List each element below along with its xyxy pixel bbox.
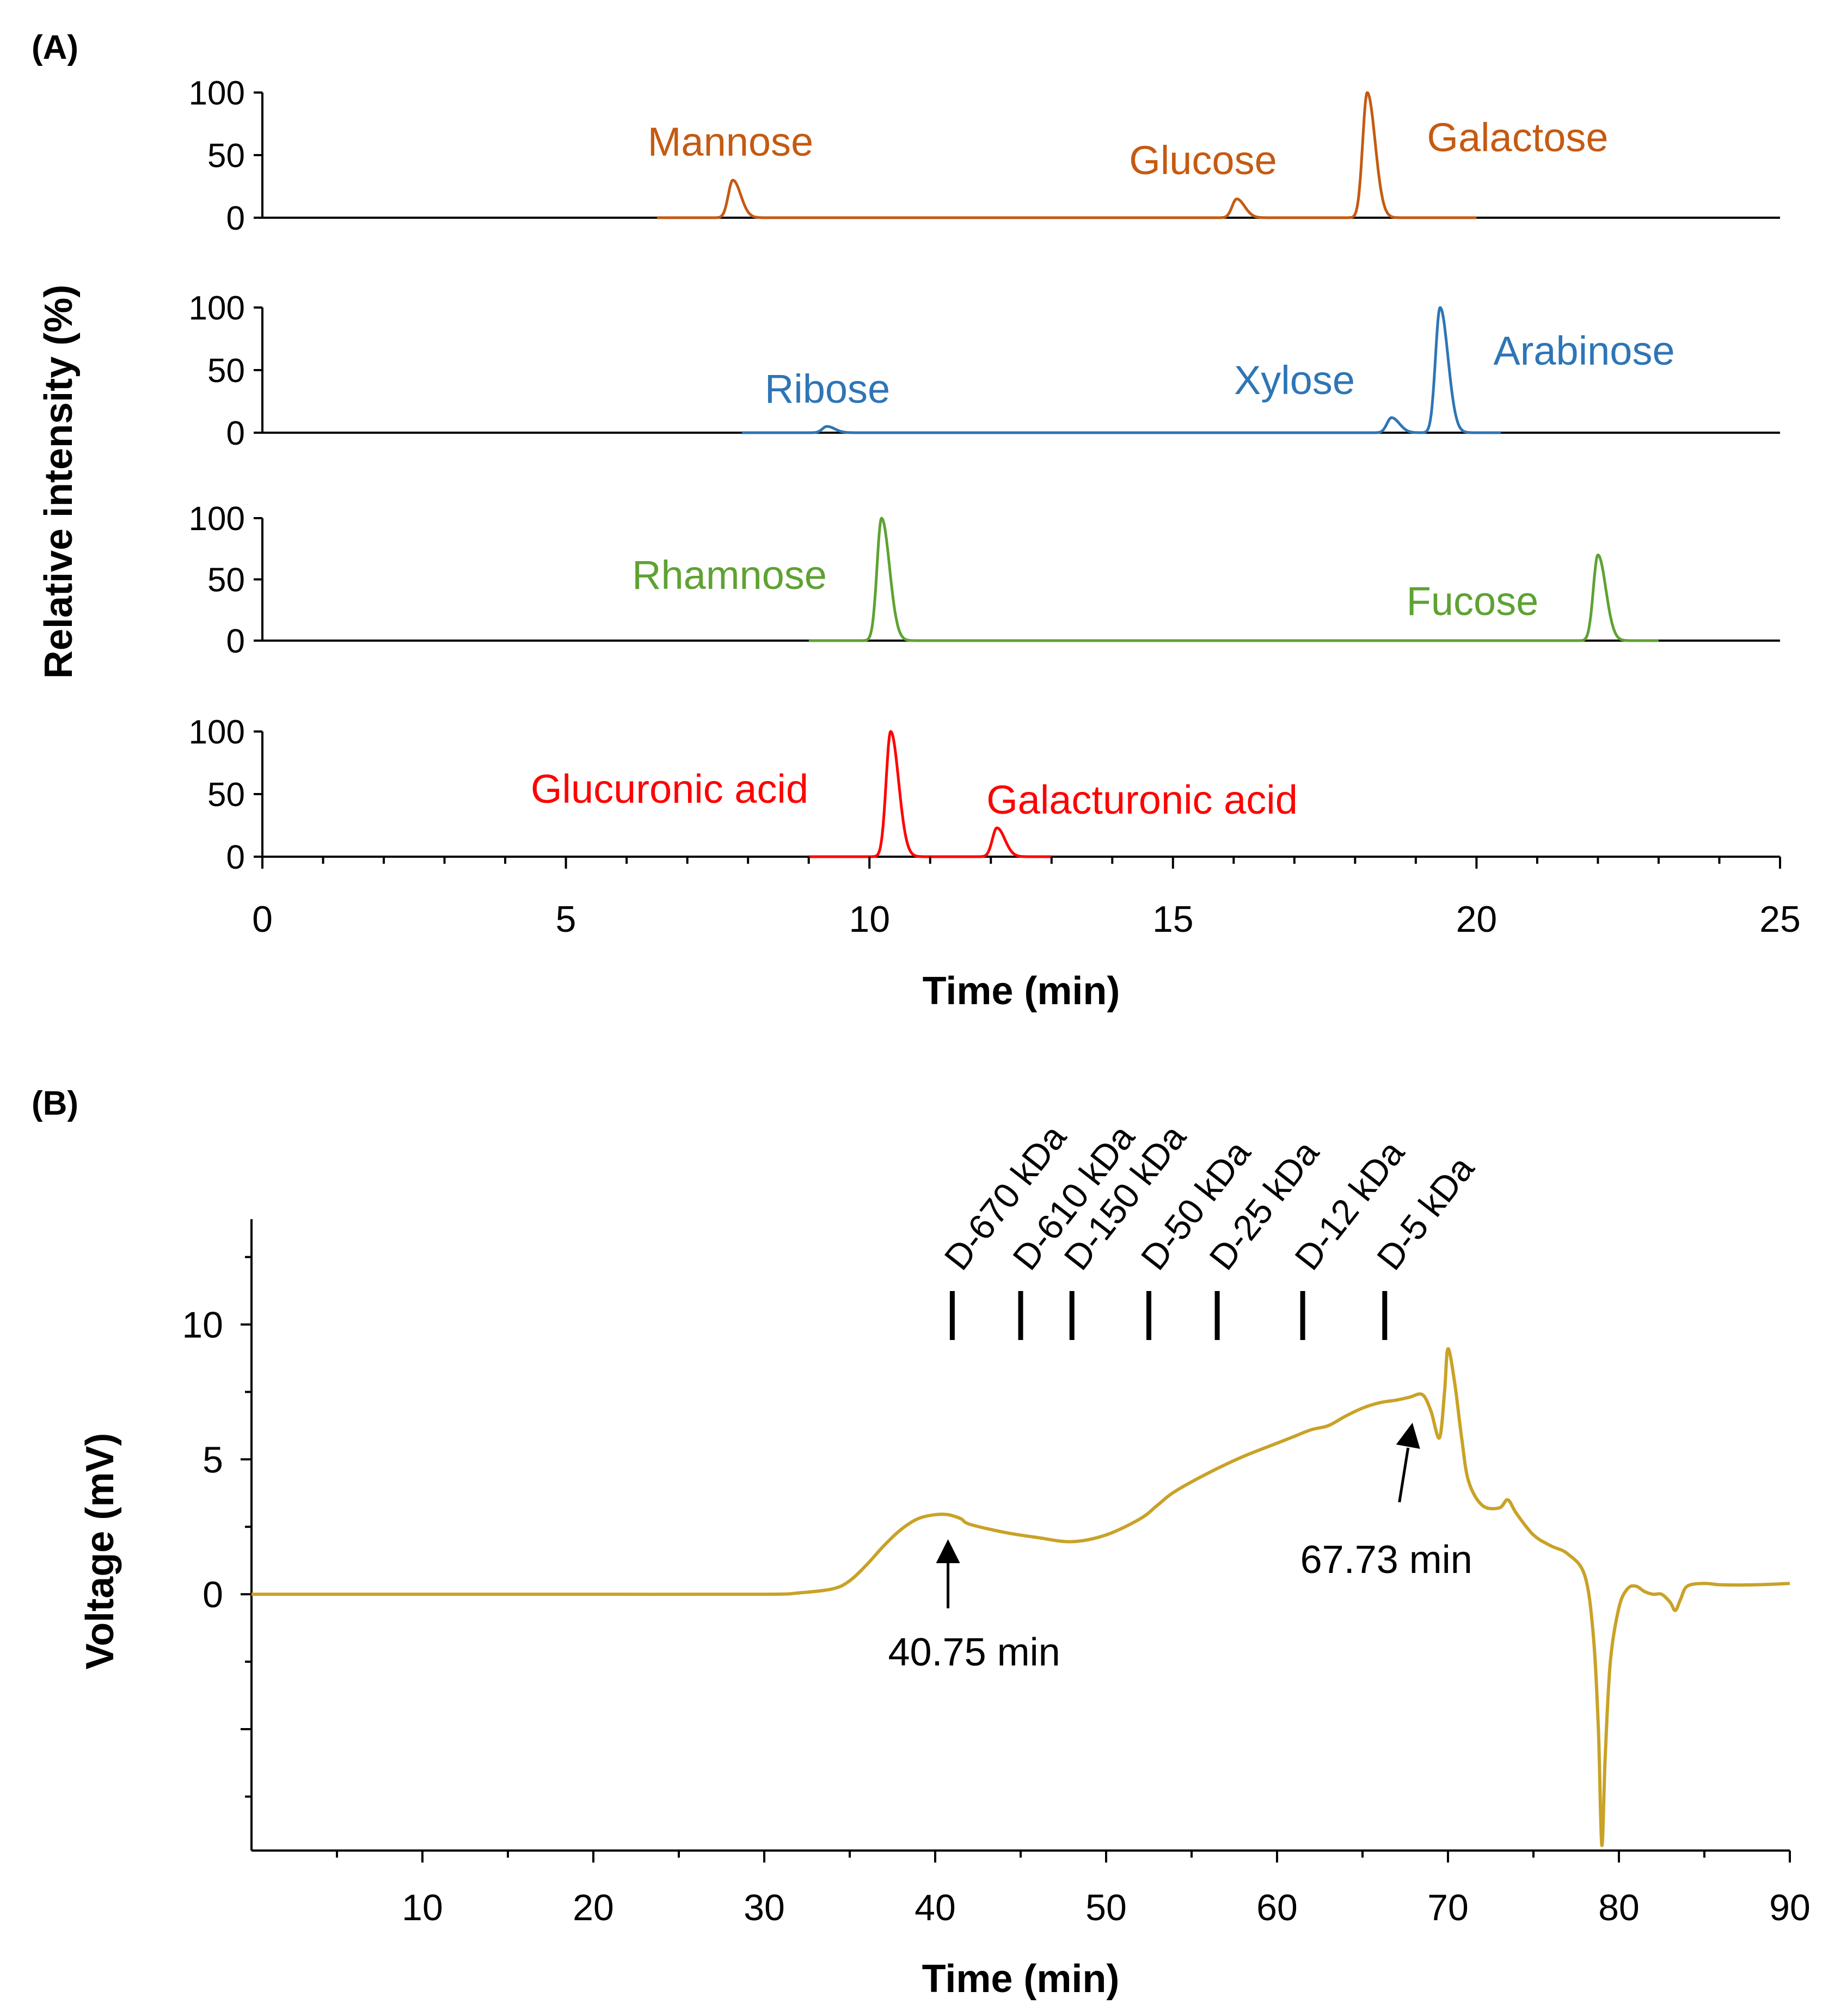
peak-label: Arabinose (1493, 328, 1674, 373)
y-tick-label: 0 (226, 623, 245, 660)
peak-label: Ribose (765, 366, 890, 411)
x-tick-label: 60 (1256, 1887, 1298, 1928)
x-tick-label: 10 (849, 899, 890, 940)
y-tick-label: 0 (226, 839, 245, 876)
x-tick-label: 40 (915, 1887, 956, 1928)
x-tick-label: 15 (1152, 899, 1194, 940)
y-tick-label: 100 (189, 500, 245, 538)
y-tick-label: 50 (207, 352, 245, 390)
series-line (808, 517, 1660, 642)
subplot-4: 0 50 100 (189, 714, 1780, 876)
x-tick-label: 70 (1427, 1887, 1469, 1928)
x-tick-label: 5 (556, 899, 576, 940)
subplot-3: 0 50 100 (189, 500, 1780, 660)
peak-label: Rhamnose (632, 552, 827, 598)
series-line (656, 91, 1477, 219)
peak-label: Glucuronic acid (531, 766, 808, 812)
annotation-arrow-head (936, 1539, 960, 1563)
y-axis-label: Voltage (mV) (78, 1433, 122, 1670)
x-tick-label: 50 (1085, 1887, 1127, 1928)
x-tick-label: 20 (573, 1887, 614, 1928)
peak-label: Fucose (1407, 579, 1539, 624)
peak-label: Galactose (1427, 115, 1608, 160)
y-tick-label: 100 (189, 75, 245, 112)
subplot-1: 0 50 100 (189, 75, 1780, 237)
series-line (251, 1347, 1790, 1847)
subplot-2: 0 50 100 (189, 290, 1780, 452)
annotation-arrow-shaft (1398, 1447, 1410, 1503)
annotation-label: 67.73 min (1300, 1538, 1472, 1582)
x-tick-label: 25 (1759, 899, 1801, 940)
y-tick-label: 10 (182, 1304, 223, 1345)
panel-label-a: (A) (32, 29, 78, 66)
annotation-label: 40.75 min (888, 1631, 1060, 1674)
y-tick-label: 100 (189, 290, 245, 327)
x-axis-label: Time (min) (923, 969, 1120, 1013)
x-axis-label: Time (min) (922, 1957, 1120, 2001)
chart-panel-b: 0 5 10 10 20 30 40 50 60 70 80 90 Time (min) Voltage … (78, 1117, 1811, 2001)
peak-label: Mannose (648, 119, 813, 164)
y-tick-label: 5 (202, 1439, 223, 1480)
y-tick-label: 0 (226, 200, 245, 237)
y-tick-label: 100 (189, 714, 245, 751)
x-tick-label: 20 (1456, 899, 1498, 940)
y-tick-label: 0 (226, 415, 245, 452)
x-tick-label: 80 (1598, 1887, 1640, 1928)
annotation-arrow-head (1396, 1423, 1420, 1449)
x-tick-label: 90 (1769, 1887, 1811, 1928)
y-tick-label: 50 (207, 562, 245, 599)
peak-label: Galacturonic acid (986, 777, 1298, 822)
x-tick-label: 30 (744, 1887, 785, 1928)
y-tick-label: 0 (202, 1574, 223, 1615)
y-tick-label: 50 (207, 776, 245, 814)
panel-label-b: (B) (32, 1085, 78, 1122)
y-axis-label: Relative intensity (%) (37, 285, 81, 679)
x-tick-label: 0 (252, 899, 273, 940)
peak-label: Glucose (1129, 138, 1277, 183)
y-tick-label: 50 (207, 137, 245, 175)
peak-label: Xylose (1234, 358, 1355, 403)
series-line (741, 306, 1502, 434)
x-tick-label: 10 (402, 1887, 443, 1928)
